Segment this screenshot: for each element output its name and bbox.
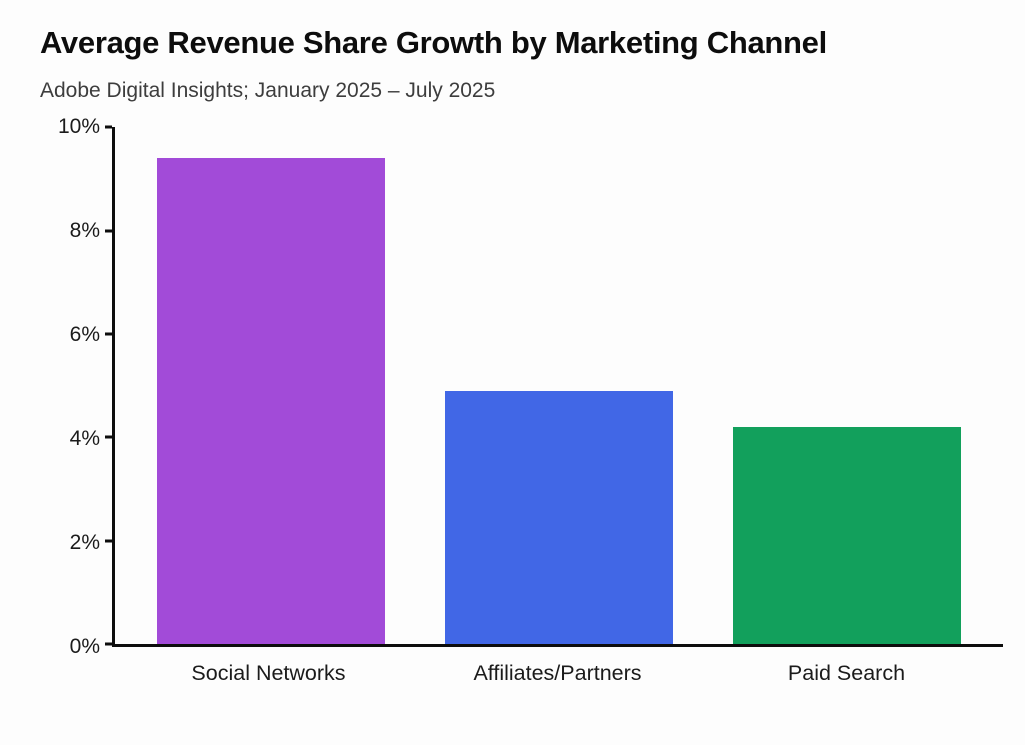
bar-slot-paid-search xyxy=(703,127,991,645)
y-tick-mark xyxy=(105,125,112,129)
y-tick-mark xyxy=(105,539,112,543)
y-tick-label-8: 8% xyxy=(69,219,100,243)
bar-social-networks xyxy=(157,158,385,645)
x-axis-labels: Social Networks Affiliates/Partners Paid S… xyxy=(112,661,1003,686)
y-tick-label-0: 0% xyxy=(69,635,100,659)
bars-container xyxy=(115,127,1003,645)
y-tick-label-4: 4% xyxy=(69,427,100,451)
x-label-paid-search: Paid Search xyxy=(787,661,906,686)
y-tick-mark xyxy=(105,435,112,439)
y-tick-mark xyxy=(105,332,112,336)
plot-area xyxy=(105,125,1003,648)
y-tick-label-6: 6% xyxy=(69,323,100,347)
bar-slot-social-networks xyxy=(127,127,415,645)
bar-chart: 0% 2% 4% 6% 8% 10% Social Networks Affiliates/… xyxy=(40,115,1003,686)
y-axis: 0% 2% 4% 6% 8% 10% xyxy=(40,115,112,658)
chart-subtitle: Adobe Digital Insights; January 2025 – J… xyxy=(40,79,496,103)
y-tick-mark xyxy=(105,229,112,233)
x-label-social-networks: Social Networks xyxy=(191,661,346,686)
x-label-affiliates-partners: Affiliates/Partners xyxy=(473,661,642,686)
bar-affiliates-partners xyxy=(445,390,673,645)
y-tick-label-2: 2% xyxy=(69,531,100,555)
y-tick-mark xyxy=(105,642,112,646)
chart-title: Average Revenue Share Growth by Marketin… xyxy=(40,25,827,60)
y-tick-label-10: 10% xyxy=(57,115,100,139)
bar-slot-affiliates-partners xyxy=(415,127,703,645)
bar-paid-search xyxy=(733,427,961,645)
